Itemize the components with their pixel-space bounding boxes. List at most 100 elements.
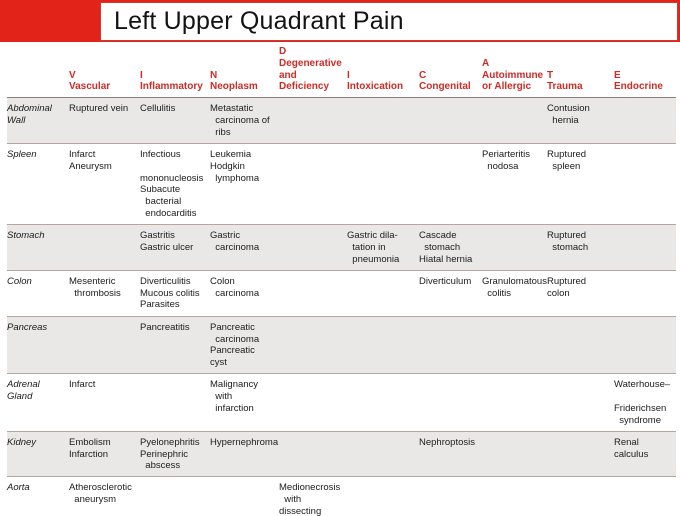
cell-vascular: Mesenteric thrombosis	[69, 275, 121, 299]
cell-endocrine	[614, 102, 676, 141]
column-label: Endocrine	[614, 81, 663, 93]
cell-autoimmune	[482, 102, 547, 141]
cell-intoxication: Gastric dila- tation in pneumonia	[347, 230, 400, 265]
column-header-degenerative: D Degenerative and Deficiency	[279, 46, 347, 97]
column-letter: A	[482, 57, 490, 69]
row-label: Kidney	[7, 436, 37, 448]
column-letter: D	[279, 46, 287, 57]
cell-congenital: Nephroptosis	[419, 436, 475, 448]
cell-inflammatory: Infectious mononucleosis Subacute bacter…	[140, 148, 204, 220]
column-label: Congenital	[419, 81, 471, 93]
cell-neoplasm: Pancreatic carcinoma Pancreatic cyst	[210, 321, 260, 369]
cell-inflammatory: Gastritis Gastric ulcer	[140, 230, 194, 253]
cell-vascular: Infarct	[69, 379, 96, 391]
cell-trauma: Ruptured stomach	[547, 230, 589, 253]
cell-degenerative	[279, 321, 347, 372]
cell-inflammatory: Cellulitis	[140, 103, 176, 115]
row-label: Abdominal Wall	[7, 103, 52, 126]
cell-trauma	[547, 321, 614, 372]
cell-degenerative: Medionecrosis with dissecting aneurysm	[279, 482, 341, 516]
table-row-adrenal-gland: Adrenal Gland Infarct Malignancy with infa…	[7, 373, 676, 431]
cell-autoimmune	[482, 378, 547, 429]
row-label: Stomach	[7, 230, 45, 242]
cell-trauma	[547, 436, 614, 475]
cell-inflammatory: Diverticulitis Mucous colitis Parasites	[140, 275, 200, 311]
cell-congenital: Diverticulum	[419, 275, 472, 287]
cell-degenerative	[279, 436, 347, 475]
cell-degenerative	[279, 378, 347, 429]
header-organ-spacer	[7, 93, 69, 97]
cell-trauma: Ruptured spleen	[547, 148, 587, 172]
column-letter: T	[547, 69, 554, 81]
cell-congenital: Cascade stomach Hiatal hernia	[419, 230, 473, 265]
cell-intoxication	[347, 148, 419, 222]
cell-trauma: Ruptured colon	[547, 275, 589, 299]
cell-trauma: Contusion hernia	[547, 103, 590, 127]
cell-congenital	[419, 321, 482, 372]
column-letter: I	[140, 69, 143, 81]
cell-vascular: Infarct Aneurysm	[69, 148, 112, 172]
row-label: Pancreas	[7, 321, 48, 333]
column-label: Vascular	[69, 81, 111, 93]
column-header-trauma: T Trauma	[547, 70, 614, 98]
column-letter: I	[347, 69, 350, 81]
cell-intoxication	[347, 102, 419, 141]
cell-autoimmune	[482, 321, 547, 372]
cell-autoimmune	[482, 436, 547, 475]
page-title: Left Upper Quadrant Pain	[114, 7, 404, 35]
row-label: Aorta	[7, 482, 30, 494]
cell-neoplasm: Hypernephroma	[210, 436, 279, 448]
cell-intoxication	[347, 321, 419, 372]
column-label: Intoxication	[347, 81, 404, 93]
cell-vascular	[69, 321, 140, 372]
row-label: Colon	[7, 275, 32, 287]
row-label: Adrenal Gland	[7, 379, 40, 402]
column-label: Neoplasm	[210, 81, 258, 93]
cell-congenital	[419, 481, 482, 516]
table-row-abdominal-wall: Abdominal Wall Ruptured vein Cellulitis Met…	[7, 98, 676, 143]
cell-vascular: Embolism Infarction	[69, 436, 111, 460]
cell-endocrine	[614, 481, 676, 516]
cell-congenital	[419, 102, 482, 141]
cell-intoxication	[347, 378, 419, 429]
column-letter: N	[210, 69, 218, 81]
table-row-colon: Colon Mesenteric thrombosis Diverticulitis…	[7, 269, 676, 316]
column-header-endocrine: E Endocrine	[614, 70, 676, 98]
cell-neoplasm: Malignancy with infarction	[210, 379, 259, 414]
diagnosis-table: V Vascular I Inflammatory N Neoplasm D Degenera…	[0, 42, 680, 516]
cell-vascular: Ruptured vein	[69, 103, 129, 115]
cell-neoplasm: Metastatic carcinoma of ribs	[210, 103, 270, 138]
cell-trauma	[547, 481, 614, 516]
column-label: Degenerative and Deficiency	[279, 57, 342, 93]
cell-neoplasm	[210, 481, 279, 516]
table-body: Abdominal Wall Ruptured vein Cellulitis Met…	[7, 98, 676, 516]
cell-intoxication	[347, 436, 419, 475]
cell-endocrine	[614, 148, 676, 222]
cell-degenerative	[279, 148, 347, 222]
column-label: Autoimmune or Allergic	[482, 69, 544, 93]
column-header-inflammatory: I Inflammatory	[140, 70, 210, 98]
cell-vascular	[69, 229, 140, 268]
title-box: Left Upper Quadrant Pain	[100, 2, 678, 41]
cell-endocrine: Waterhouse– Friderichsen syndrome	[614, 379, 671, 426]
cell-autoimmune: Granulomatous colitis	[482, 275, 547, 299]
cell-inflammatory: Pancreatitis	[140, 321, 190, 333]
cell-autoimmune: Periarteritis nodosa	[482, 148, 531, 172]
cell-endocrine	[614, 321, 676, 372]
column-header-autoimmune: A Autoimmune or Allergic	[482, 58, 547, 97]
cell-congenital	[419, 378, 482, 429]
column-header-neoplasm: N Neoplasm	[210, 70, 279, 98]
cell-vascular: Atherosclerotic aneurysm	[69, 482, 132, 506]
table-row-kidney: Kidney Embolism Infarction Pyelonephritis …	[7, 430, 676, 477]
cell-neoplasm: Colon carcinoma	[210, 275, 260, 299]
cell-intoxication	[347, 481, 419, 516]
column-letter: C	[419, 69, 427, 81]
row-label: Spleen	[7, 148, 37, 160]
title-bar: Left Upper Quadrant Pain	[0, 0, 680, 42]
column-header-vascular: V Vascular	[69, 70, 140, 98]
column-header-intoxication: I Intoxication	[347, 70, 419, 98]
cell-intoxication	[347, 275, 419, 314]
column-label: Trauma	[547, 81, 583, 93]
column-label: Inflammatory	[140, 81, 203, 93]
